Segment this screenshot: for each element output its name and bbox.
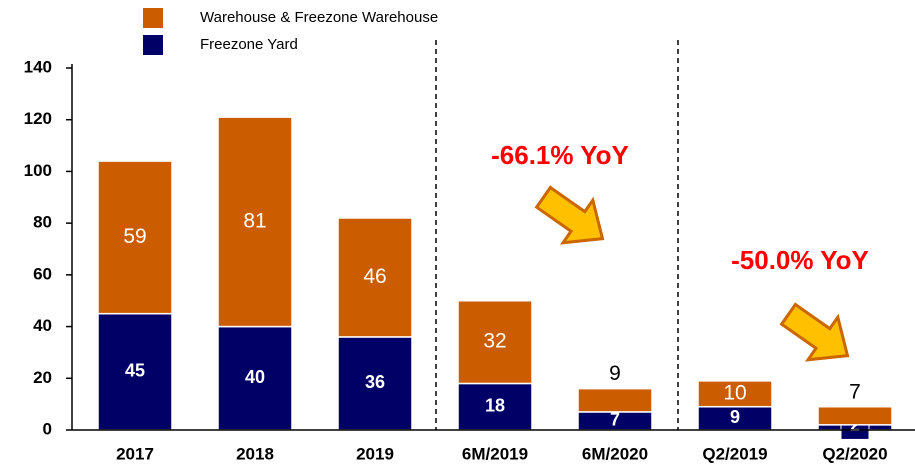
x-tick-label: 6M/2019 <box>462 444 528 463</box>
x-tick-label: 2017 <box>116 444 154 463</box>
y-tick-label: 100 <box>24 161 52 180</box>
bar-segment <box>217 116 293 328</box>
data-label: 9 <box>609 362 621 385</box>
y-tick-label: 0 <box>43 419 52 438</box>
arrow <box>779 302 850 362</box>
y-tick-label: 120 <box>24 109 52 128</box>
data-label: 18 <box>485 395 505 415</box>
data-label: 45 <box>125 361 145 381</box>
bar-segment <box>457 299 533 385</box>
y-tick-label: 20 <box>33 368 52 387</box>
data-label: 81 <box>243 209 266 232</box>
bar-segment <box>97 160 173 315</box>
data-label: 9 <box>730 407 740 427</box>
legend-swatch <box>143 8 163 28</box>
bar-segment <box>817 405 893 426</box>
data-label: 46 <box>363 265 386 288</box>
y-tick-label: 80 <box>33 213 52 232</box>
bar-segment <box>337 336 413 431</box>
bar-segment <box>577 387 653 413</box>
legend-swatch <box>143 35 163 55</box>
data-label: 40 <box>245 367 265 387</box>
x-tick-label: Q2/2019 <box>702 444 767 463</box>
x-tick-label: 2018 <box>236 444 274 463</box>
bar-segment <box>697 380 773 408</box>
legend-label: Freezone Yard <box>200 36 298 53</box>
x-tick-label: 2019 <box>356 444 394 463</box>
annotation: -50.0% YoY <box>731 245 869 275</box>
y-tick-label: 60 <box>33 264 52 283</box>
data-label: 10 <box>723 381 746 404</box>
bar-segment <box>337 217 413 338</box>
x-tick-label: 6M/2020 <box>582 444 648 463</box>
data-label: 36 <box>365 372 385 392</box>
data-label: 32 <box>483 330 506 353</box>
bar-segment <box>457 382 533 431</box>
data-label: 7 <box>610 410 620 430</box>
data-label: 7 <box>849 380 861 403</box>
arrow <box>534 185 605 245</box>
bar-segment <box>97 312 173 431</box>
annotation: -66.1% YoY <box>491 140 629 170</box>
data-label: 59 <box>123 225 146 248</box>
y-tick-label: 140 <box>24 57 52 76</box>
y-tick-label: 40 <box>33 316 52 335</box>
legend-label: Warehouse & Freezone Warehouse <box>200 9 438 26</box>
x-tick-label: Q2/2020 <box>822 444 887 463</box>
